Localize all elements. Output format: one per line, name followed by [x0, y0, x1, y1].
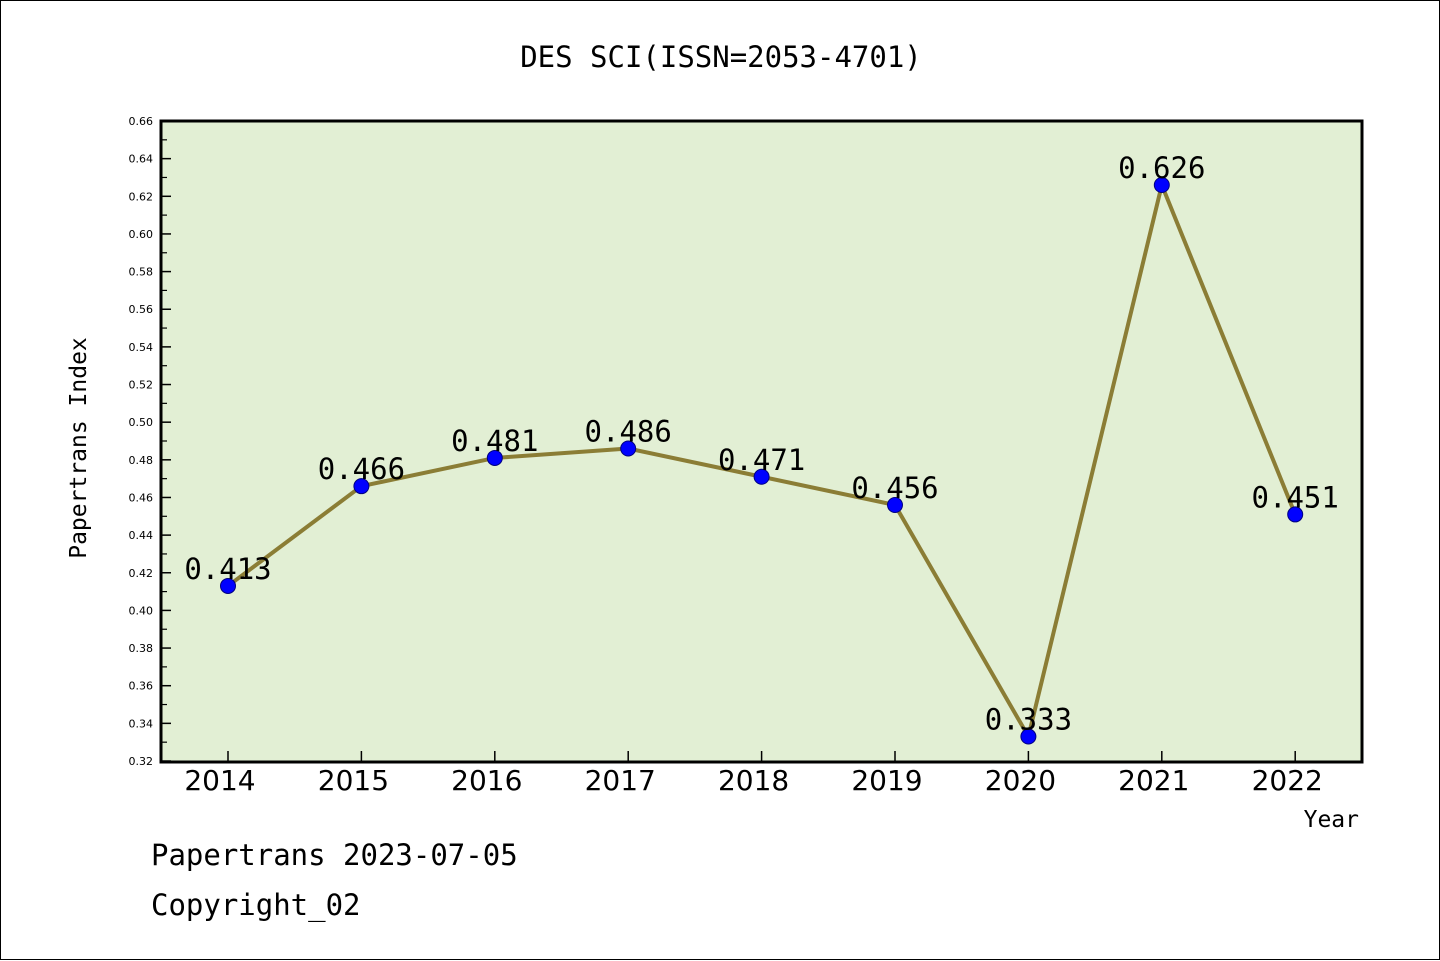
x-axis-ticks: 2014 2015 2016 2017 2018 2019 2020 2021 2022: [184, 751, 1323, 797]
data-point: [753, 468, 770, 485]
data-label: 0.466: [318, 452, 405, 486]
plot-border: [159, 119, 1364, 764]
data-label: 0.471: [718, 443, 805, 477]
data-label: 0.451: [1252, 480, 1339, 514]
plot-area: [161, 121, 1362, 762]
data-point: [1153, 177, 1170, 193]
y-tick-label: 0.58: [129, 266, 154, 279]
chart-title: DES SCI(ISSN=2053-4701): [520, 40, 922, 74]
y-tick-label: 0.38: [129, 642, 154, 655]
x-tick-label: 2014: [184, 764, 255, 797]
footer-copyright-text: Copyright_02: [151, 888, 361, 923]
x-tick-label: 2018: [718, 764, 789, 797]
data-label: 0.456: [851, 471, 938, 505]
data-label: 0.481: [451, 424, 538, 458]
data-point: [353, 478, 370, 495]
data-point: [220, 577, 236, 594]
data-label: 0.486: [585, 415, 672, 449]
y-tick-label: 0.36: [129, 680, 154, 693]
data-label: 0.333: [985, 703, 1072, 737]
y-tick-label: 0.40: [129, 604, 154, 617]
y-tick-label: 0.52: [129, 379, 154, 392]
x-tick-label: 2022: [1252, 764, 1323, 797]
x-tick-label: 2019: [851, 764, 922, 797]
data-labels: 0.413 0.466 0.481 0.486 0.471 0.456 0.333 0.626…: [184, 151, 1339, 737]
y-tick-label: 0.64: [129, 153, 154, 166]
data-label: 0.626: [1118, 151, 1205, 185]
x-tick-label: 2016: [451, 764, 522, 797]
x-axis-label: Year: [1304, 807, 1359, 833]
y-tick-label: 0.44: [129, 529, 154, 542]
y-tick-label: 0.56: [129, 303, 154, 316]
y-tick-label: 0.62: [129, 190, 154, 203]
data-point: [1287, 506, 1304, 523]
y-axis-label: Papertrans Index: [66, 337, 92, 559]
y-axis-ticks: 0.32 0.34 0.36 0.38 0.40 0.42 0.44 0.46 0.48 0.50…: [129, 115, 171, 768]
y-tick-label: 0.34: [129, 717, 154, 730]
y-tick-label: 0.42: [129, 567, 154, 580]
x-tick-label: 2020: [985, 764, 1056, 797]
data-markers: [220, 177, 1304, 745]
data-point: [486, 449, 503, 466]
x-tick-label: 2021: [1118, 764, 1189, 797]
x-tick-label: 2015: [318, 764, 389, 797]
y-tick-label: 0.60: [129, 228, 154, 241]
data-point: [620, 440, 637, 457]
x-tick-label: 2017: [585, 764, 656, 797]
y-tick-label: 0.48: [129, 454, 154, 467]
data-point: [887, 497, 903, 513]
footer-date-text: Papertrans 2023-07-05: [151, 838, 518, 872]
y-tick-label: 0.54: [129, 341, 154, 354]
data-point: [1020, 728, 1037, 745]
y-tick-label: 0.66: [129, 115, 154, 128]
y-tick-label: 0.50: [129, 416, 154, 429]
y-tick-label: 0.46: [129, 491, 154, 504]
y-tick-label: 0.32: [129, 755, 154, 768]
data-label: 0.413: [184, 552, 271, 586]
